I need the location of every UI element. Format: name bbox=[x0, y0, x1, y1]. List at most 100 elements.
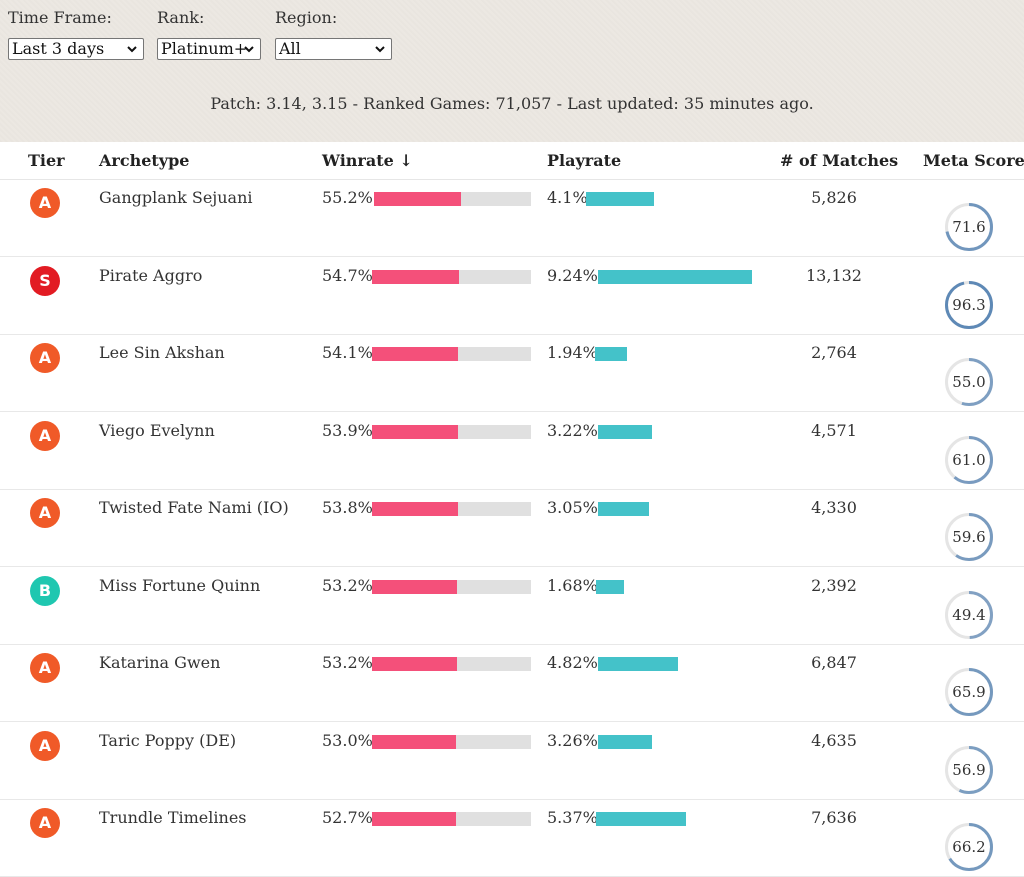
table-row[interactable]: A Katarina Gwen 53.2% 4.82% 6,847 65.9 bbox=[0, 644, 1024, 722]
matches-count: 2,392 bbox=[811, 576, 857, 595]
chevron-down-icon bbox=[127, 46, 137, 53]
meta-score-value: 66.2 bbox=[952, 838, 986, 856]
tier-badge: A bbox=[30, 421, 60, 451]
archetype-column-header[interactable]: Archetype bbox=[99, 151, 190, 170]
matches-count: 4,330 bbox=[811, 498, 857, 517]
winrate-bar-fill bbox=[372, 502, 458, 516]
region-label: Region: bbox=[275, 8, 338, 27]
table-row[interactable]: A Lee Sin Akshan 54.1% 1.94% 2,764 55.0 bbox=[0, 334, 1024, 412]
tier-badge: A bbox=[30, 808, 60, 838]
table-row[interactable]: A Gangplank Sejuani 55.2% 4.1% 5,826 71.6 bbox=[0, 179, 1024, 257]
matches-count: 13,132 bbox=[806, 266, 862, 285]
meta-score-ring bbox=[945, 513, 993, 561]
region-filter: Region: All bbox=[275, 8, 392, 60]
archetype-name[interactable]: Katarina Gwen bbox=[99, 653, 221, 672]
playrate-value: 4.1% bbox=[547, 188, 588, 207]
winrate-value: 54.1% bbox=[322, 343, 373, 362]
chevron-down-icon bbox=[375, 46, 385, 53]
table-row[interactable]: A Twisted Fate Nami (IO) 53.8% 3.05% 4,330 59… bbox=[0, 489, 1024, 567]
table-row[interactable]: A Viego Evelynn 53.9% 3.22% 4,571 61.0 bbox=[0, 412, 1024, 490]
table-header: Tier Archetype Winrate ↓ Playrate # of M… bbox=[0, 142, 1024, 180]
winrate-bar-fill bbox=[372, 270, 459, 284]
matches-count: 5,826 bbox=[811, 188, 857, 207]
rank-label: Rank: bbox=[157, 8, 205, 27]
meta-score-value: 59.6 bbox=[952, 528, 986, 546]
winrate-value: 53.2% bbox=[322, 576, 373, 595]
playrate-bar-fill bbox=[598, 657, 678, 671]
rank-value: Platinum+ bbox=[161, 39, 248, 58]
winrate-bar-fill bbox=[372, 735, 456, 749]
playrate-value: 9.24% bbox=[547, 266, 598, 285]
archetype-name[interactable]: Viego Evelynn bbox=[99, 421, 215, 440]
playrate-value: 4.82% bbox=[547, 653, 598, 672]
matches-column-header[interactable]: # of Matches bbox=[780, 151, 899, 170]
tier-badge: A bbox=[30, 498, 60, 528]
tier-badge: B bbox=[30, 576, 60, 606]
winrate-value: 55.2% bbox=[322, 188, 373, 207]
table-row[interactable]: B Miss Fortune Quinn 53.2% 1.68% 2,392 49.4 bbox=[0, 567, 1024, 645]
archetype-name[interactable]: Lee Sin Akshan bbox=[99, 343, 225, 362]
archetype-name[interactable]: Pirate Aggro bbox=[99, 266, 203, 285]
playrate-bar-fill bbox=[598, 270, 752, 284]
playrate-bar-fill bbox=[598, 502, 649, 516]
winrate-bar-fill bbox=[372, 657, 457, 671]
meta-score-value: 61.0 bbox=[952, 451, 986, 469]
meta-score-value: 49.4 bbox=[952, 606, 986, 624]
archetype-name[interactable]: Gangplank Sejuani bbox=[99, 188, 253, 207]
archetype-name[interactable]: Trundle Timelines bbox=[99, 808, 247, 827]
tier-badge: A bbox=[30, 653, 60, 683]
playrate-bar-fill bbox=[598, 425, 652, 439]
winrate-column-header[interactable]: Winrate ↓ bbox=[322, 151, 413, 170]
meta-score-ring bbox=[945, 203, 993, 251]
meta-score-column-header[interactable]: Meta Score bbox=[923, 151, 1024, 170]
meta-score-ring bbox=[945, 358, 993, 406]
playrate-value: 1.94% bbox=[547, 343, 598, 362]
winrate-value: 54.7% bbox=[322, 266, 373, 285]
playrate-bar-fill bbox=[596, 580, 624, 594]
tier-badge: S bbox=[30, 266, 60, 296]
winrate-bar-fill bbox=[372, 812, 456, 826]
playrate-bar-fill bbox=[586, 192, 654, 206]
playrate-value: 3.05% bbox=[547, 498, 598, 517]
region-select[interactable]: All bbox=[275, 38, 392, 60]
matches-count: 4,635 bbox=[811, 731, 857, 750]
matches-count: 2,764 bbox=[811, 343, 857, 362]
meta-score-value: 56.9 bbox=[952, 761, 986, 779]
winrate-bar-fill bbox=[372, 347, 458, 361]
archetype-name[interactable]: Miss Fortune Quinn bbox=[99, 576, 261, 595]
winrate-value: 53.0% bbox=[322, 731, 373, 750]
playrate-value: 1.68% bbox=[547, 576, 598, 595]
tier-badge: A bbox=[30, 343, 60, 373]
rank-filter: Rank: Platinum+ bbox=[157, 8, 261, 60]
winrate-bar-fill bbox=[372, 580, 457, 594]
winrate-value: 53.8% bbox=[322, 498, 373, 517]
matches-count: 6,847 bbox=[811, 653, 857, 672]
winrate-value: 53.9% bbox=[322, 421, 373, 440]
playrate-value: 3.22% bbox=[547, 421, 598, 440]
winrate-bar-fill bbox=[374, 192, 461, 206]
meta-score-value: 96.3 bbox=[952, 296, 986, 314]
table-row[interactable]: A Taric Poppy (DE) 53.0% 3.26% 4,635 56.9 bbox=[0, 722, 1024, 800]
time-frame-value: Last 3 days bbox=[12, 39, 105, 58]
filter-panel: Time Frame: Last 3 days Rank: Platinum+ … bbox=[0, 0, 1024, 142]
meta-score-value: 55.0 bbox=[952, 373, 986, 391]
playrate-column-header[interactable]: Playrate bbox=[547, 151, 622, 170]
playrate-bar-fill bbox=[598, 735, 652, 749]
time-frame-select[interactable]: Last 3 days bbox=[8, 38, 144, 60]
archetype-name[interactable]: Twisted Fate Nami (IO) bbox=[99, 498, 289, 517]
table-row[interactable]: S Pirate Aggro 54.7% 9.24% 13,132 96.3 bbox=[0, 257, 1024, 335]
tier-badge: A bbox=[30, 731, 60, 761]
table-row[interactable]: A Trundle Timelines 52.7% 5.37% 7,636 66.2 bbox=[0, 799, 1024, 877]
playrate-value: 5.37% bbox=[547, 808, 598, 827]
meta-score-ring bbox=[945, 746, 993, 794]
winrate-value: 52.7% bbox=[322, 808, 373, 827]
matches-count: 4,571 bbox=[811, 421, 857, 440]
playrate-bar-fill bbox=[596, 812, 686, 826]
archetype-name[interactable]: Taric Poppy (DE) bbox=[99, 731, 237, 750]
winrate-value: 53.2% bbox=[322, 653, 373, 672]
tier-column-header[interactable]: Tier bbox=[28, 151, 65, 170]
time-frame-label: Time Frame: bbox=[8, 8, 112, 27]
rank-select[interactable]: Platinum+ bbox=[157, 38, 261, 60]
matches-count: 7,636 bbox=[811, 808, 857, 827]
playrate-bar-fill bbox=[595, 347, 627, 361]
